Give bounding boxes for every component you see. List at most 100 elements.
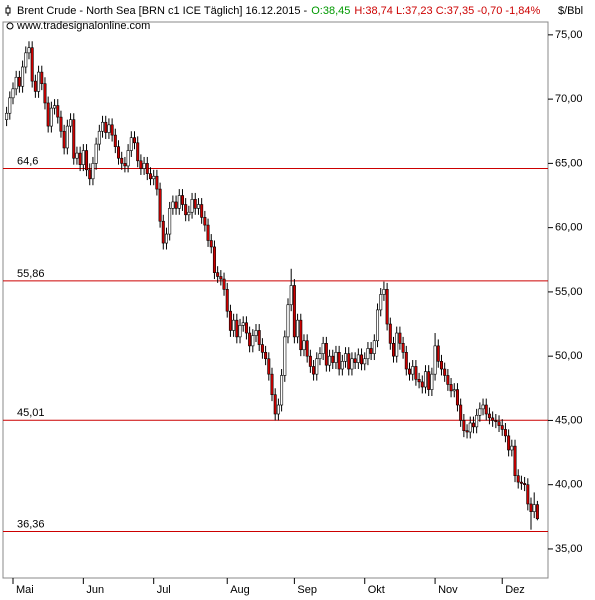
candle-body — [251, 335, 255, 347]
candle-body — [257, 330, 261, 345]
candle-body — [228, 310, 232, 331]
candle-body — [430, 373, 434, 390]
candle-body — [385, 289, 389, 325]
candle-body — [455, 389, 459, 406]
candle-body — [433, 345, 437, 375]
candle-body — [53, 105, 57, 109]
candle-body — [46, 102, 50, 127]
candle-body — [216, 272, 220, 277]
candle-body — [110, 124, 114, 136]
candle-body — [222, 278, 226, 290]
candle-body — [292, 285, 296, 338]
candle-body — [305, 340, 309, 357]
level-label: 55,86 — [17, 268, 45, 280]
candle-body — [260, 344, 264, 353]
candle-body — [11, 88, 15, 99]
candle-body — [350, 358, 354, 370]
candle-body — [321, 343, 325, 354]
candle-body — [481, 404, 485, 410]
candle-body — [142, 163, 146, 169]
candle-body — [462, 420, 466, 432]
candle-body — [519, 481, 523, 484]
candle-body — [136, 142, 140, 162]
candle-body — [347, 353, 351, 370]
candle-body — [513, 445, 517, 476]
y-tick-label: 60,00 — [555, 222, 583, 234]
candle-body — [117, 146, 121, 159]
candle-body — [398, 332, 402, 344]
candle-body — [379, 294, 383, 311]
candle-body — [382, 289, 386, 295]
candle-body — [372, 340, 376, 354]
level-label: 45,01 — [17, 407, 45, 419]
candle-body — [209, 240, 213, 248]
candle-body — [283, 336, 287, 376]
candle-body — [436, 345, 440, 362]
candle-body — [443, 368, 447, 376]
candle-body — [392, 343, 396, 357]
candle-body — [241, 322, 245, 326]
candle-body — [267, 358, 271, 375]
candle-body — [85, 150, 89, 171]
y-tick-label: 45,00 — [555, 414, 583, 426]
candle-body — [190, 199, 194, 213]
candle-body — [21, 66, 25, 87]
candle-body — [78, 152, 82, 165]
candle-body — [129, 137, 133, 151]
candle-body — [8, 97, 12, 114]
x-tick-label: Aug — [230, 584, 250, 596]
candle-body — [193, 199, 197, 209]
candle-body — [145, 163, 149, 174]
candle-body — [5, 112, 9, 120]
candle-body — [212, 246, 216, 273]
candle-body — [523, 483, 527, 485]
x-tick-label: Jun — [86, 584, 104, 596]
candle-body — [423, 371, 427, 388]
x-tick-label: Jul — [157, 584, 171, 596]
candle-body — [232, 319, 236, 331]
candle-body — [302, 340, 306, 351]
x-tick-label: Okt — [368, 584, 385, 596]
candle-body — [168, 208, 172, 235]
title-part: H:38,74 L:37,23 C:37,35 -0,70 -1,84% — [354, 5, 540, 17]
candle-body — [113, 134, 117, 147]
candle-body — [248, 332, 252, 347]
candle-body — [526, 484, 530, 505]
candle-body — [49, 107, 53, 127]
candle-body — [388, 323, 392, 344]
x-tick-label: Dez — [505, 584, 525, 596]
candle-body — [97, 130, 101, 145]
candle-body — [468, 422, 472, 433]
candle-body — [235, 319, 239, 338]
candle-body — [244, 322, 248, 334]
candle-body — [120, 157, 124, 164]
candle-body — [535, 504, 539, 520]
candle-body — [417, 379, 421, 383]
candle-body — [324, 343, 328, 366]
candle-body — [471, 422, 475, 428]
candle-body — [75, 152, 79, 159]
candle-body — [286, 304, 290, 338]
candle-body — [401, 343, 405, 353]
candle-body — [340, 361, 344, 370]
y-axis-label: $/Bbl — [558, 5, 583, 17]
candle-body — [177, 195, 181, 209]
candle-body — [40, 71, 44, 84]
candle-body — [14, 76, 18, 90]
candle-body — [500, 425, 504, 430]
candle-body — [254, 330, 258, 336]
title-part: O:38,45 — [311, 5, 350, 17]
candle-body — [94, 143, 98, 164]
candle-body — [376, 309, 380, 342]
candle-body — [337, 352, 341, 370]
candle-body — [465, 430, 469, 433]
candle-body — [446, 375, 450, 385]
candle-body — [104, 121, 108, 133]
candle-body — [308, 355, 312, 367]
candle-body — [360, 354, 364, 365]
candle-body — [491, 417, 495, 421]
candle-body — [475, 414, 479, 428]
candle-body — [187, 211, 191, 216]
candle-body — [171, 201, 175, 209]
